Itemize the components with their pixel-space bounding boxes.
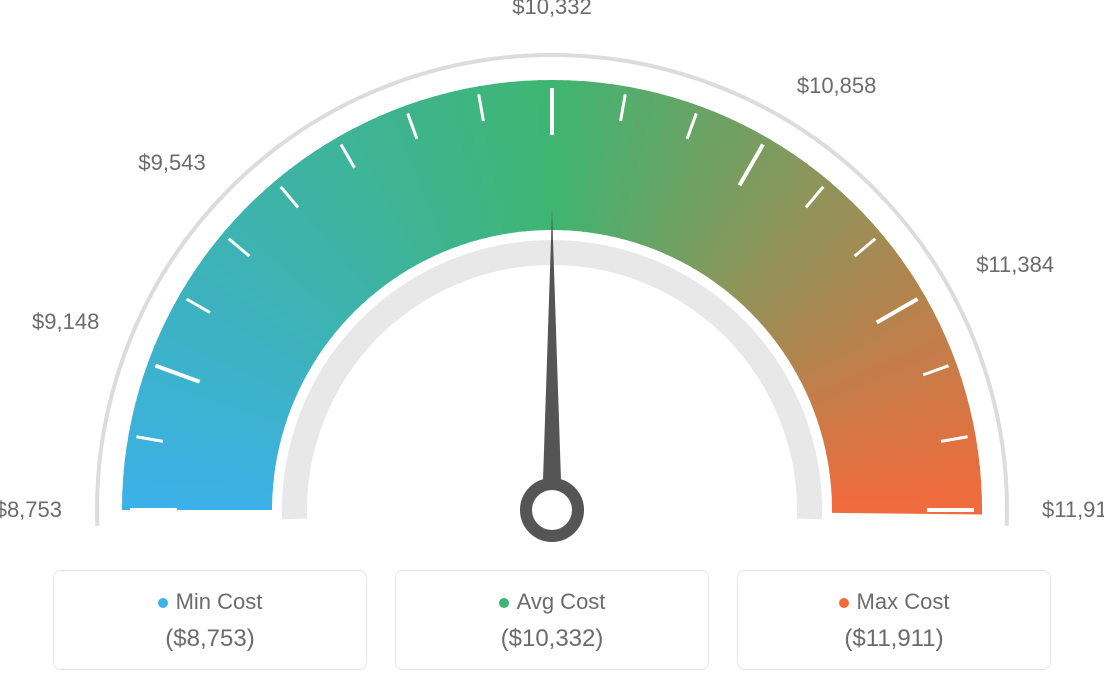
- legend-title-min: Min Cost: [64, 589, 356, 615]
- legend-title-avg: Avg Cost: [406, 589, 698, 615]
- legend-card-max: Max Cost ($11,911): [737, 570, 1051, 670]
- gauge-tick-label: $10,858: [797, 73, 877, 99]
- cost-gauge: $8,753$9,148$9,543$10,332$10,858$11,384$…: [42, 20, 1062, 560]
- gauge-tick-label: $11,911: [1042, 497, 1104, 523]
- gauge-tick-label: $11,384: [976, 252, 1054, 278]
- legend-title-avg-text: Avg Cost: [517, 589, 606, 614]
- gauge-tick-label: $8,753: [0, 497, 62, 523]
- legend-value-max: ($11,911): [748, 625, 1040, 653]
- dot-max-icon: [839, 598, 849, 608]
- legend-title-min-text: Min Cost: [176, 589, 263, 614]
- gauge-tick-label: $10,332: [512, 0, 592, 20]
- legend-value-min: ($8,753): [64, 625, 356, 653]
- dot-min-icon: [158, 598, 168, 608]
- legend-row: Min Cost ($8,753) Avg Cost ($10,332) Max…: [53, 570, 1051, 670]
- gauge-tick-label: $9,543: [138, 150, 205, 176]
- dot-avg-icon: [499, 598, 509, 608]
- legend-title-max-text: Max Cost: [857, 589, 950, 614]
- legend-card-avg: Avg Cost ($10,332): [395, 570, 709, 670]
- gauge-tick-label: $9,148: [32, 309, 99, 335]
- gauge-svg: [42, 20, 1062, 560]
- legend-card-min: Min Cost ($8,753): [53, 570, 367, 670]
- legend-value-avg: ($10,332): [406, 625, 698, 653]
- legend-title-max: Max Cost: [748, 589, 1040, 615]
